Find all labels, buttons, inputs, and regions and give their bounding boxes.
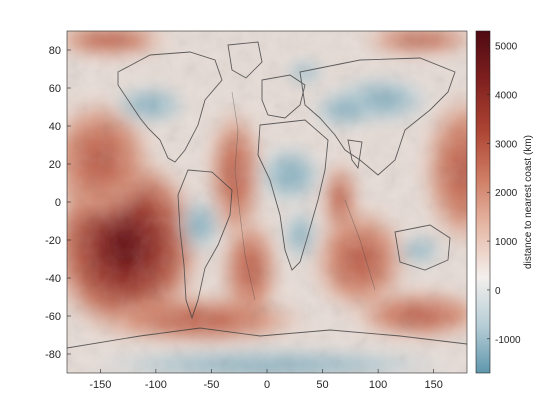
y-tick-label: 60 (49, 83, 61, 95)
colorbar (475, 30, 491, 374)
x-tick-label: 150 (424, 379, 442, 391)
relief-overlay (67, 31, 467, 373)
y-tick-label: 40 (49, 121, 61, 133)
colorbar-tick-label: 1000 (495, 237, 518, 248)
colorbar-tick-label: 0 (495, 286, 501, 297)
y-tick-label: -40 (45, 273, 61, 285)
x-tick-label: 0 (264, 379, 270, 391)
x-tick-label: -50 (203, 379, 219, 391)
y-tick-label: -20 (45, 235, 61, 247)
map-field (67, 31, 467, 373)
colorbar-tick-label: 3000 (495, 139, 518, 150)
colorbar-tick-label: 4000 (495, 91, 518, 102)
y-tick-label: 20 (49, 159, 61, 171)
y-tick-label: 0 (55, 197, 61, 209)
colorbar-tick-label: -1000 (495, 335, 521, 346)
colorbar-tick-label: 2000 (495, 188, 518, 199)
y-tick-label: -60 (45, 311, 61, 323)
colorbar-tick-label: 5000 (495, 42, 518, 53)
x-tick-label: -150 (89, 379, 111, 391)
colorbar-ticks: 5000 4000 3000 2000 1000 0 -1000 (487, 42, 521, 346)
x-tick-label: 50 (316, 379, 328, 391)
y-tick-label: -80 (45, 349, 61, 361)
y-axis-ticks: 80 60 40 20 0 -20 -40 -60 -80 (45, 45, 71, 361)
x-tick-label: 100 (369, 379, 387, 391)
x-tick-label: -100 (145, 379, 167, 391)
x-axis-ticks: -150 -100 -50 0 50 100 150 (89, 369, 443, 391)
y-tick-label: 80 (49, 45, 61, 57)
colorbar-label: distance to nearest coast (km) (523, 135, 534, 269)
